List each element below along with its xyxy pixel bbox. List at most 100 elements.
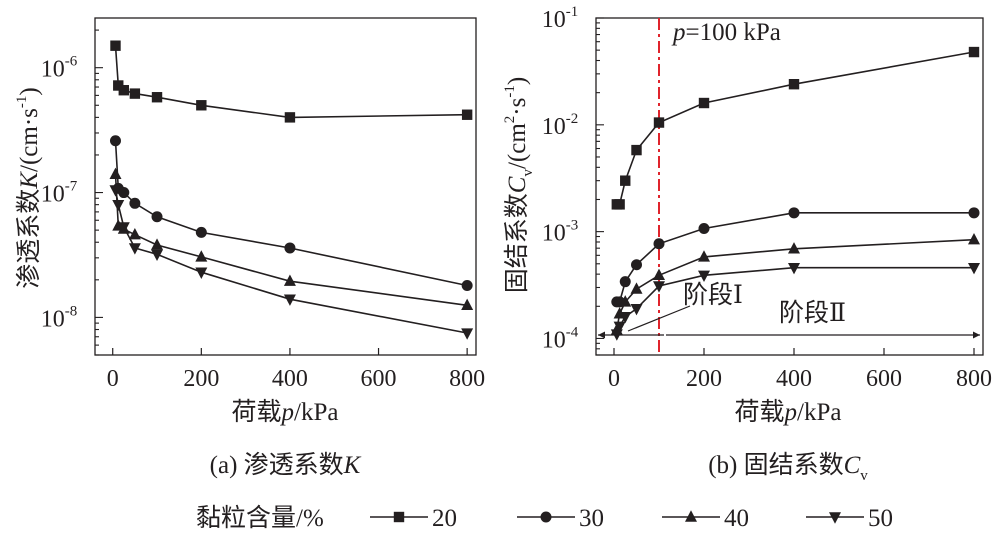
series-50-point <box>151 249 164 262</box>
series-40-point <box>968 233 980 245</box>
legend-label: 20 <box>432 505 457 532</box>
x-tick-label: 0 <box>608 366 620 392</box>
series-20-point <box>118 85 129 96</box>
x-tick-label: 400 <box>776 366 812 392</box>
series-30-point <box>619 276 631 288</box>
y-tick-label: 10-4 <box>542 324 579 353</box>
series-50-point <box>283 294 296 306</box>
series-40-point <box>619 295 632 307</box>
series-20-point <box>461 109 473 120</box>
series-30-point <box>461 280 473 292</box>
series-50-point <box>117 222 130 234</box>
series-20-point <box>631 144 642 156</box>
panel-a-axes: 0 200 400 600 800 10-8 10-7 10-6 <box>41 29 485 392</box>
y-tick-label: 10-2 <box>542 111 579 140</box>
series-30-point <box>129 197 141 209</box>
series-50-point <box>653 281 665 293</box>
y-tick-label: 10-7 <box>41 179 78 208</box>
series-20-point <box>614 199 625 210</box>
panel-a-series-50 <box>109 185 474 340</box>
x-tick-label: 600 <box>866 366 902 392</box>
y-tick-label: 10-1 <box>542 4 579 33</box>
panel-a-frame <box>94 17 477 356</box>
series-40-point <box>128 227 141 240</box>
series-20-line <box>114 45 468 119</box>
panel-a-caption: (a) 渗透系数K <box>210 451 362 479</box>
series-50-point <box>195 267 208 279</box>
series-50-point <box>613 321 626 333</box>
panel-a-series-30 <box>109 135 473 292</box>
series-20-point <box>788 79 800 90</box>
x-tick-label: 800 <box>449 366 485 392</box>
legend-marker-30 <box>540 511 552 523</box>
series-20-point <box>620 175 631 186</box>
stage-2-label: 阶段Ⅱ <box>779 299 846 327</box>
y-tick-label: 10-3 <box>542 218 579 247</box>
series-50-point <box>109 185 122 197</box>
panel-a-y-axis-label: 渗透系数K/(cm·s-1) <box>14 87 43 288</box>
series-30-line <box>114 140 468 287</box>
series-50-point <box>619 311 632 324</box>
legend-marker-50 <box>829 512 841 524</box>
series-40-point <box>630 282 643 294</box>
legend-entry-40: 40 <box>662 505 749 532</box>
series-30-point <box>195 226 207 238</box>
series-50-point <box>112 199 125 212</box>
series-50-point <box>630 303 643 316</box>
series-40-point <box>195 250 208 262</box>
stage-1-pointer <box>627 305 691 332</box>
legend-title: 黏粒含量/% <box>196 504 324 532</box>
series-20-line <box>616 51 975 206</box>
panel-b-frame <box>595 17 984 356</box>
legend-entry-30: 30 <box>517 505 604 532</box>
series-30-point <box>284 242 296 254</box>
series-50-point <box>788 262 800 275</box>
series-40-point <box>698 250 710 262</box>
legend-marker-20 <box>393 511 405 523</box>
legend-marker-40 <box>685 510 697 522</box>
series-20-point <box>653 117 665 128</box>
series-30-point <box>631 259 642 271</box>
stage-1-label: 阶段Ⅰ <box>683 281 743 309</box>
series-20-point <box>284 112 296 123</box>
panel-a-x-axis-label: 荷载p/kPa <box>232 398 339 426</box>
panel-a-series-40 <box>109 167 474 311</box>
legend-entry-20: 20 <box>370 505 457 532</box>
x-tick-label: 200 <box>183 366 219 392</box>
legend-entry-50: 50 <box>806 505 893 532</box>
panel-a-series-20 <box>110 40 473 123</box>
series-30-point <box>653 238 665 250</box>
series-20-point <box>113 80 124 91</box>
series-30-point <box>788 207 800 219</box>
series-30-line <box>616 212 974 303</box>
series-50-point <box>128 243 141 255</box>
x-tick-label: 0 <box>107 366 119 392</box>
panel-b-caption: (b) 固结系数Cv <box>708 451 868 484</box>
series-20-point <box>151 92 163 103</box>
panel-b-series-30 <box>611 207 980 308</box>
series-20-point <box>110 40 121 51</box>
series-40-point <box>788 242 800 254</box>
series-20-point <box>196 100 207 111</box>
series-30-point <box>118 187 130 199</box>
series-50-line <box>114 189 468 334</box>
legend-label: 30 <box>579 505 604 532</box>
series-40-point <box>653 268 665 281</box>
y-tick-label: 10-8 <box>41 303 78 332</box>
x-tick-label: 800 <box>956 366 992 392</box>
series-50-point <box>968 262 980 275</box>
panel-a-permeability: 0 200 400 600 800 10-8 10-7 10-6 荷载p/kPa 渗透系数K/… <box>14 17 485 479</box>
series-30-point <box>109 135 121 147</box>
series-40-point <box>283 274 296 286</box>
series-50-point <box>698 270 710 283</box>
series-20-point <box>968 46 980 58</box>
series-40-point <box>151 238 164 250</box>
panel-b-series <box>610 46 980 341</box>
series-30-point <box>151 211 163 223</box>
legend-label: 50 <box>868 505 893 532</box>
series-40-point <box>461 298 474 311</box>
series-30-point <box>698 222 710 234</box>
x-tick-label: 400 <box>272 366 308 392</box>
reference-line-label: p=100 kPa <box>671 19 781 46</box>
